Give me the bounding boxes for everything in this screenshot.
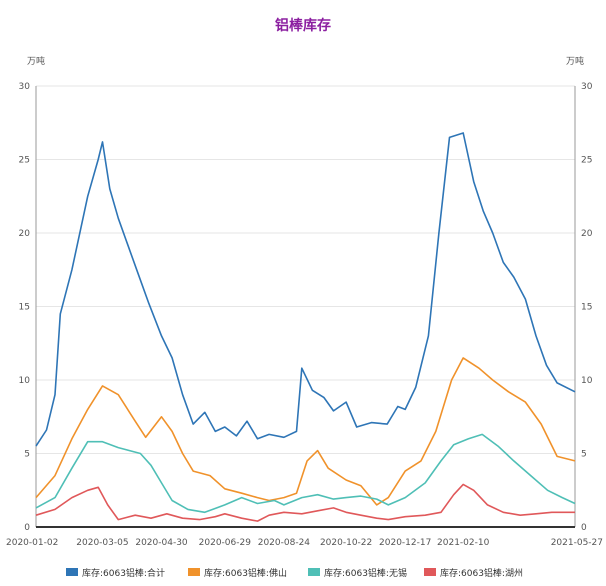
y-ticks-left: 0 5 10 15 20 25 30	[19, 82, 31, 533]
y-unit-left: 万吨	[27, 55, 45, 67]
y-tick-label-left: 15	[19, 303, 30, 313]
x-tick-label: 2020-04-30	[135, 538, 188, 548]
y-tick-label-right: 10	[581, 376, 593, 386]
y-tick-label-left: 10	[19, 376, 31, 386]
y-tick-label-right: 15	[581, 303, 592, 313]
legend-swatch-2	[188, 568, 200, 576]
x-tick-label: 2021-05-27	[551, 538, 603, 548]
legend-label-2: 库存:6063铝棒:佛山	[204, 567, 287, 579]
chart-title: 铝棒库存	[275, 17, 331, 34]
y-ticks-right: 0 5 10 15 20 25 30	[581, 82, 593, 533]
x-tick-label: 2020-10-22	[320, 538, 372, 548]
y-tick-label-left: 20	[19, 229, 31, 239]
series-line-3	[35, 433, 576, 514]
series-line-2	[35, 357, 576, 506]
x-tick-label: 2020-03-05	[76, 538, 128, 548]
series-layer	[35, 132, 576, 522]
y-tick-label-right: 5	[581, 450, 587, 460]
y-tick-label-right: 20	[581, 229, 593, 239]
legend-label-3: 库存:6063铝棒:无锡	[324, 567, 407, 579]
legend-swatch-1	[66, 568, 78, 576]
legend-swatch-3	[308, 568, 320, 576]
x-tick-label: 2020-01-02	[6, 538, 58, 548]
y-unit-right: 万吨	[566, 55, 584, 67]
legend-label-1: 库存:6063铝棒:合计	[82, 567, 165, 579]
x-tick-label: 2020-06-29	[199, 538, 252, 548]
y-tick-label-right: 25	[581, 156, 592, 166]
legend: 库存:6063铝棒:合计 库存:6063铝棒:佛山 库存:6063铝棒:无锡 库存:6…	[66, 567, 523, 579]
y-tick-label-left: 0	[24, 523, 30, 533]
y-tick-label-right: 30	[581, 82, 593, 92]
y-tick-label-left: 5	[24, 450, 30, 460]
legend-label-4: 库存:6063铝棒:湖州	[440, 567, 523, 579]
x-tick-label: 2020-08-24	[258, 538, 311, 548]
series-line-4	[35, 483, 575, 522]
series-line-1	[35, 132, 576, 447]
x-ticks: 2020-01-02 2020-03-05 2020-04-30 2020-06-29…	[6, 538, 603, 548]
x-tick-label: 2020-12-17	[379, 538, 431, 548]
y-tick-label-left: 25	[19, 156, 30, 166]
grid-lines	[36, 85, 575, 454]
axes	[35, 86, 576, 528]
legend-swatch-4	[424, 568, 436, 576]
y-tick-label-left: 30	[19, 82, 31, 92]
y-tick-label-right: 0	[581, 523, 587, 533]
x-tick-label: 2021-02-10	[437, 538, 490, 548]
